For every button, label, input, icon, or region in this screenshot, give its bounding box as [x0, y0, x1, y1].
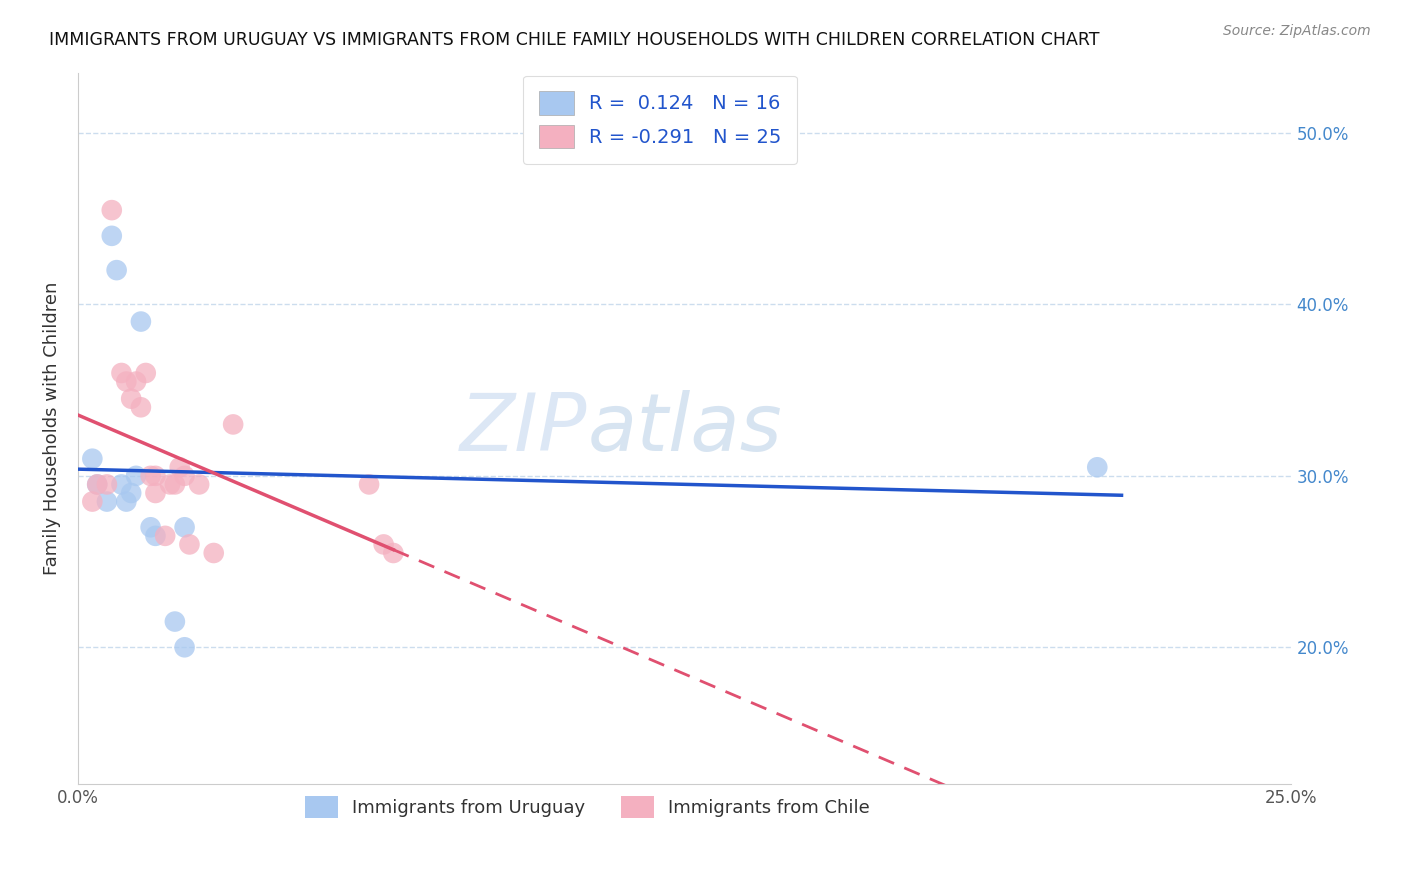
Point — [139, 520, 162, 534]
Point — [100, 228, 122, 243]
Point — [120, 392, 142, 406]
Point — [139, 468, 162, 483]
Point — [120, 486, 142, 500]
Text: Source: ZipAtlas.com: Source: ZipAtlas.com — [1223, 24, 1371, 38]
Point — [179, 537, 201, 551]
Point — [145, 468, 167, 483]
Point — [86, 477, 108, 491]
Point — [145, 486, 167, 500]
Point — [125, 375, 148, 389]
Point — [105, 263, 128, 277]
Point — [135, 366, 157, 380]
Point — [129, 401, 152, 415]
Point — [115, 494, 138, 508]
Point — [96, 494, 118, 508]
Point — [110, 477, 132, 491]
Point — [1085, 460, 1108, 475]
Point — [173, 520, 195, 534]
Point — [82, 494, 104, 508]
Point — [153, 529, 176, 543]
Point — [125, 468, 148, 483]
Text: IMMIGRANTS FROM URUGUAY VS IMMIGRANTS FROM CHILE FAMILY HOUSEHOLDS WITH CHILDREN: IMMIGRANTS FROM URUGUAY VS IMMIGRANTS FR… — [49, 31, 1099, 49]
Point — [110, 366, 132, 380]
Point — [129, 314, 152, 328]
Point — [357, 477, 380, 491]
Point — [163, 477, 186, 491]
Point — [202, 546, 225, 560]
Y-axis label: Family Households with Children: Family Households with Children — [44, 282, 60, 575]
Point — [188, 477, 211, 491]
Point — [173, 640, 195, 655]
Point — [159, 477, 181, 491]
Point — [100, 203, 122, 218]
Point — [169, 460, 191, 475]
Point — [382, 546, 405, 560]
Point — [145, 529, 167, 543]
Text: ZIP: ZIP — [460, 390, 588, 467]
Legend: Immigrants from Uruguay, Immigrants from Chile: Immigrants from Uruguay, Immigrants from… — [298, 789, 877, 825]
Point — [82, 451, 104, 466]
Text: atlas: atlas — [588, 390, 782, 467]
Point — [163, 615, 186, 629]
Point — [86, 477, 108, 491]
Point — [373, 537, 395, 551]
Point — [222, 417, 245, 432]
Point — [173, 468, 195, 483]
Point — [96, 477, 118, 491]
Point — [115, 375, 138, 389]
